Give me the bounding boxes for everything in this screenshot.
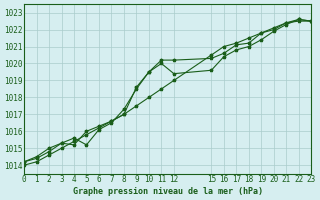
X-axis label: Graphe pression niveau de la mer (hPa): Graphe pression niveau de la mer (hPa) <box>73 187 263 196</box>
